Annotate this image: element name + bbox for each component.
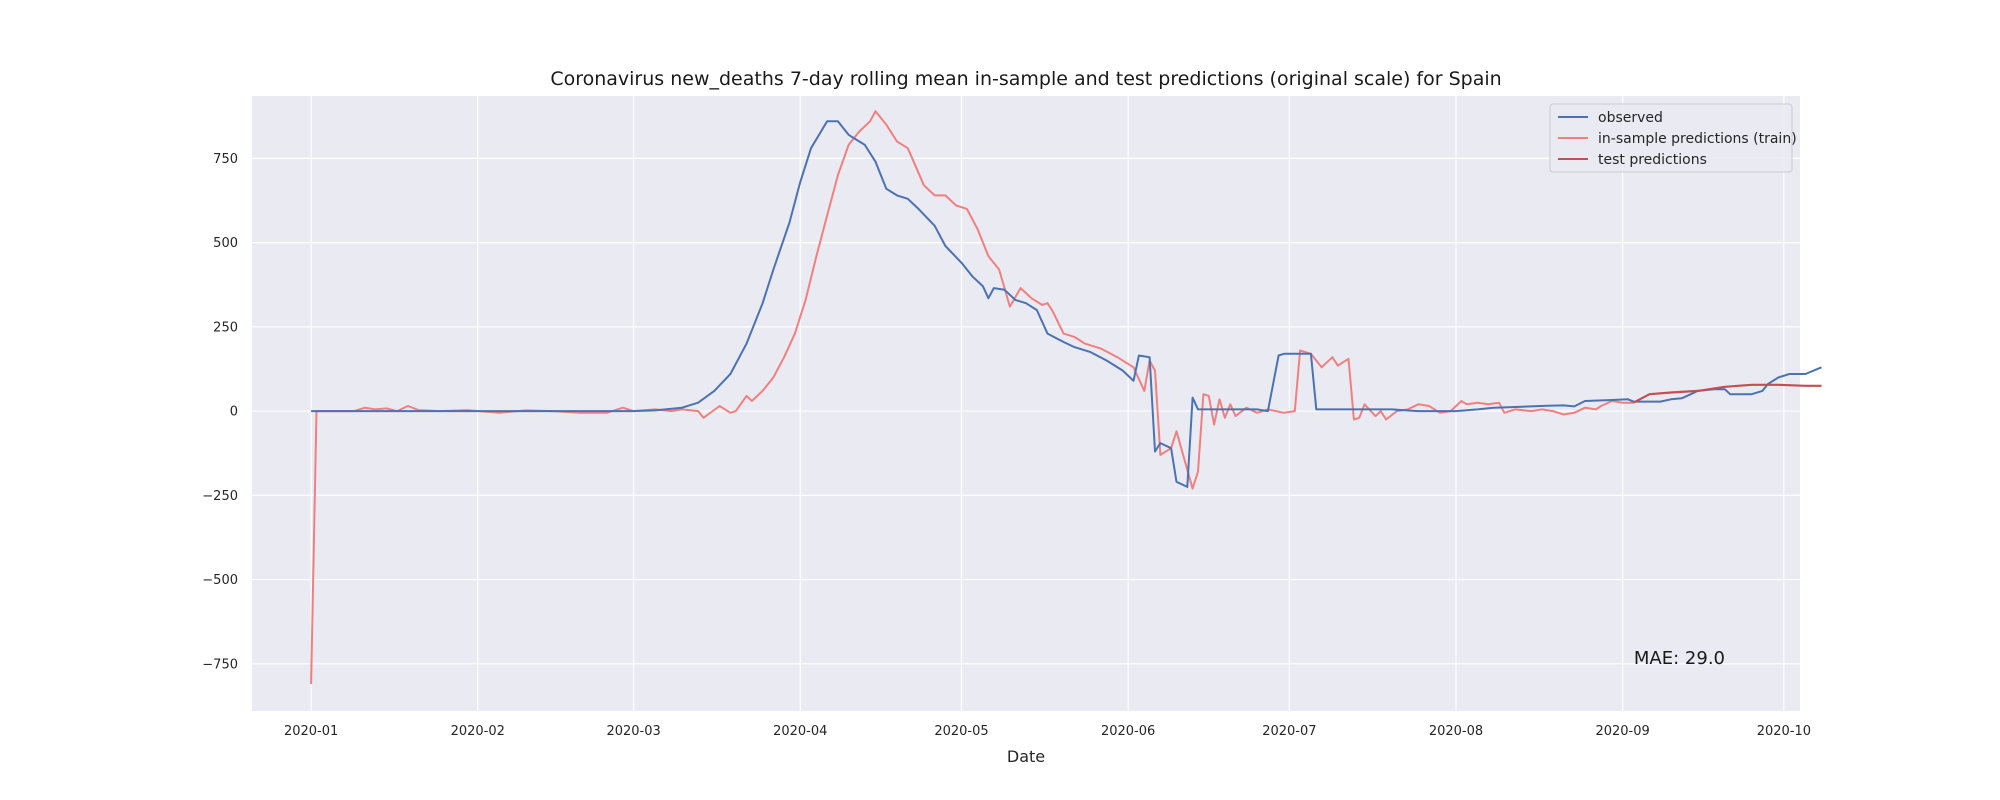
y-tick-label: 500 [213,236,238,251]
y-tick-label: 750 [213,152,238,167]
y-tick-label: −750 [202,657,238,672]
x-tick-label: 2020-07 [1262,724,1316,739]
chart-title: Coronavirus new_deaths 7-day rolling mea… [550,68,1501,90]
x-tick-label: 2020-03 [606,724,660,739]
legend-label-test: test predictions [1598,152,1707,168]
tick-labels: 2020-01 2020-02 2020-03 2020-04 2020-05 2020-… [202,152,1811,739]
y-tick-label: −500 [202,573,238,588]
y-tick-label: 0 [230,405,238,420]
x-tick-label: 2020-01 [284,724,338,739]
x-tick-label: 2020-08 [1429,724,1483,739]
x-tick-label: 2020-09 [1595,724,1649,739]
x-tick-label: 2020-05 [934,724,988,739]
train-predictions-line [310,110,1634,685]
x-tick-label: 2020-02 [451,724,505,739]
legend-label-train: in-sample predictions (train) [1598,131,1797,147]
observed-line [311,120,1822,488]
y-tick-label: −250 [202,489,238,504]
x-tick-label: 2020-04 [773,724,827,739]
mae-annotation: MAE: 29.0 [1634,648,1725,669]
plot-area [252,96,1800,711]
y-tick-label: 250 [213,320,238,335]
legend: observed in-sample predictions (train) t… [1549,103,1797,173]
x-tick-label: 2020-10 [1757,724,1811,739]
x-tick-label: 2020-06 [1101,724,1155,739]
legend-label-observed: observed [1598,110,1663,126]
test-predictions-line [1632,383,1822,404]
legend-box [1549,103,1793,173]
x-axis-label: Date [1007,747,1045,766]
series-lines [310,110,1822,685]
